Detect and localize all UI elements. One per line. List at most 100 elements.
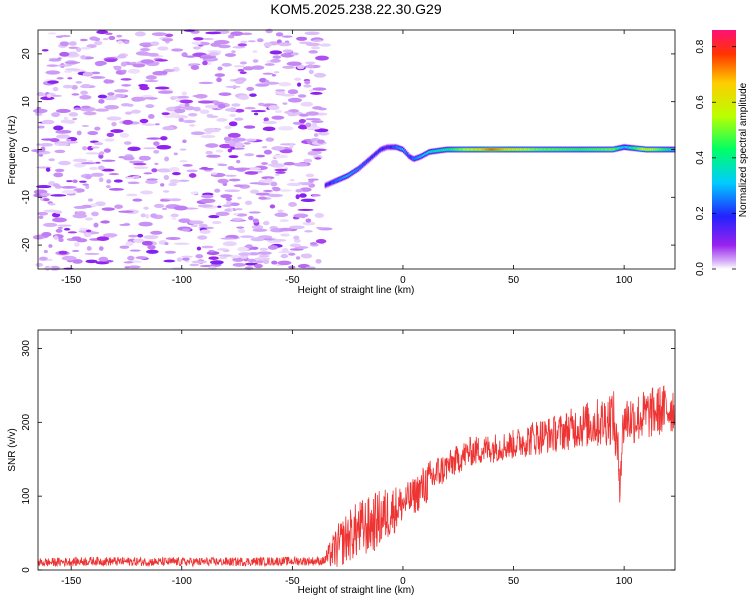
noise-blob	[99, 151, 105, 156]
signal-cell	[619, 146, 622, 150]
signal-cell	[656, 148, 659, 151]
noise-blob	[314, 128, 329, 133]
noise-blob	[269, 50, 283, 55]
signal-cell	[556, 148, 559, 151]
signal-cell	[355, 169, 357, 172]
signal-cell	[665, 148, 668, 151]
noise-blob	[177, 179, 190, 182]
noise-blob	[252, 228, 268, 232]
signal-cell	[668, 148, 671, 151]
noise-blob	[48, 203, 56, 206]
noise-blob	[146, 249, 159, 254]
noise-blob	[142, 45, 150, 48]
noise-blob	[206, 154, 221, 158]
noise-blob	[182, 119, 196, 124]
noise-blob	[315, 258, 322, 264]
noise-blob	[274, 212, 289, 218]
signal-cell	[399, 147, 401, 150]
signal-cell	[347, 174, 349, 177]
noise-blob	[143, 172, 153, 175]
colorbar-gradient	[712, 30, 736, 269]
noise-blob	[120, 61, 128, 67]
noise-blob	[85, 259, 98, 264]
signal-cell	[580, 148, 583, 151]
noise-blob	[265, 28, 273, 34]
noise-blob	[231, 137, 247, 142]
noise-blob	[234, 117, 244, 121]
signal-cell	[667, 148, 669, 151]
noise-blob	[314, 212, 324, 218]
signal-cell	[426, 151, 429, 155]
noise-blob	[86, 246, 92, 251]
noise-blob	[104, 32, 113, 35]
noise-blob	[146, 178, 159, 181]
noise-blob	[184, 102, 190, 107]
noise-blob	[304, 230, 313, 233]
noise-blob	[135, 256, 148, 260]
signal-cell	[582, 148, 584, 151]
noise-blob	[244, 153, 255, 157]
noise-blob	[56, 108, 71, 114]
noise-blob	[263, 220, 270, 226]
colorbar-tick-label: 0.8	[695, 39, 706, 53]
signal-cell	[414, 157, 417, 160]
noise-blob	[160, 183, 165, 187]
noise-blob	[147, 52, 159, 57]
signal-cell	[466, 148, 469, 151]
signal-cell	[499, 148, 502, 151]
noise-blob	[180, 255, 194, 258]
noise-blob	[308, 69, 314, 75]
noise-blob	[227, 132, 241, 138]
noise-blob	[311, 148, 327, 152]
snr-x-tick-label: -50	[285, 576, 300, 587]
signal-cell	[368, 158, 371, 161]
noise-blob	[143, 235, 159, 240]
signal-cell	[336, 178, 339, 182]
noise-blob	[224, 125, 232, 130]
noise-blob	[254, 260, 265, 264]
noise-blob	[47, 32, 57, 35]
heatmap-y-axis-label: Frequency (Hz)	[7, 116, 18, 185]
noise-blob	[257, 182, 271, 186]
signal-cell	[387, 145, 389, 149]
signal-cell	[375, 152, 377, 155]
noise-blob	[178, 117, 184, 122]
signal-cell	[393, 145, 396, 149]
noise-blob	[295, 194, 300, 200]
noise-blob	[234, 208, 243, 211]
noise-blob	[208, 51, 220, 56]
noise-blob	[310, 46, 321, 50]
signal-cell	[538, 148, 541, 151]
signal-cell	[526, 148, 529, 151]
noise-blob	[305, 122, 312, 128]
signal-cell	[616, 147, 619, 150]
signal-cell	[474, 148, 477, 151]
signal-cell	[608, 148, 611, 151]
noise-blob	[138, 221, 153, 227]
noise-blob	[93, 142, 104, 146]
signal-cell	[606, 148, 608, 151]
noise-blob	[218, 44, 231, 49]
noise-blob	[300, 101, 314, 107]
colorbar-tick-label: 0.4	[695, 150, 706, 164]
noise-blob	[67, 51, 78, 56]
signal-cell	[452, 148, 454, 151]
signal-cell	[432, 150, 434, 153]
noise-blob	[258, 196, 267, 200]
noise-blob	[218, 92, 232, 96]
noise-blob	[271, 159, 279, 165]
noise-blob	[245, 138, 257, 142]
signal-cell	[602, 148, 604, 151]
noise-blob	[43, 249, 48, 254]
noise-blob	[179, 148, 187, 151]
noise-blob	[63, 70, 73, 73]
signal-cell	[326, 183, 328, 186]
noise-blob	[255, 192, 270, 196]
noise-blob	[299, 193, 307, 198]
heatmap-y-tick-label: 10	[21, 96, 32, 108]
noise-blob	[47, 80, 59, 84]
noise-blob	[295, 188, 303, 193]
noise-blob	[281, 94, 295, 97]
signal-cell	[551, 148, 554, 151]
noise-blob	[217, 205, 222, 208]
